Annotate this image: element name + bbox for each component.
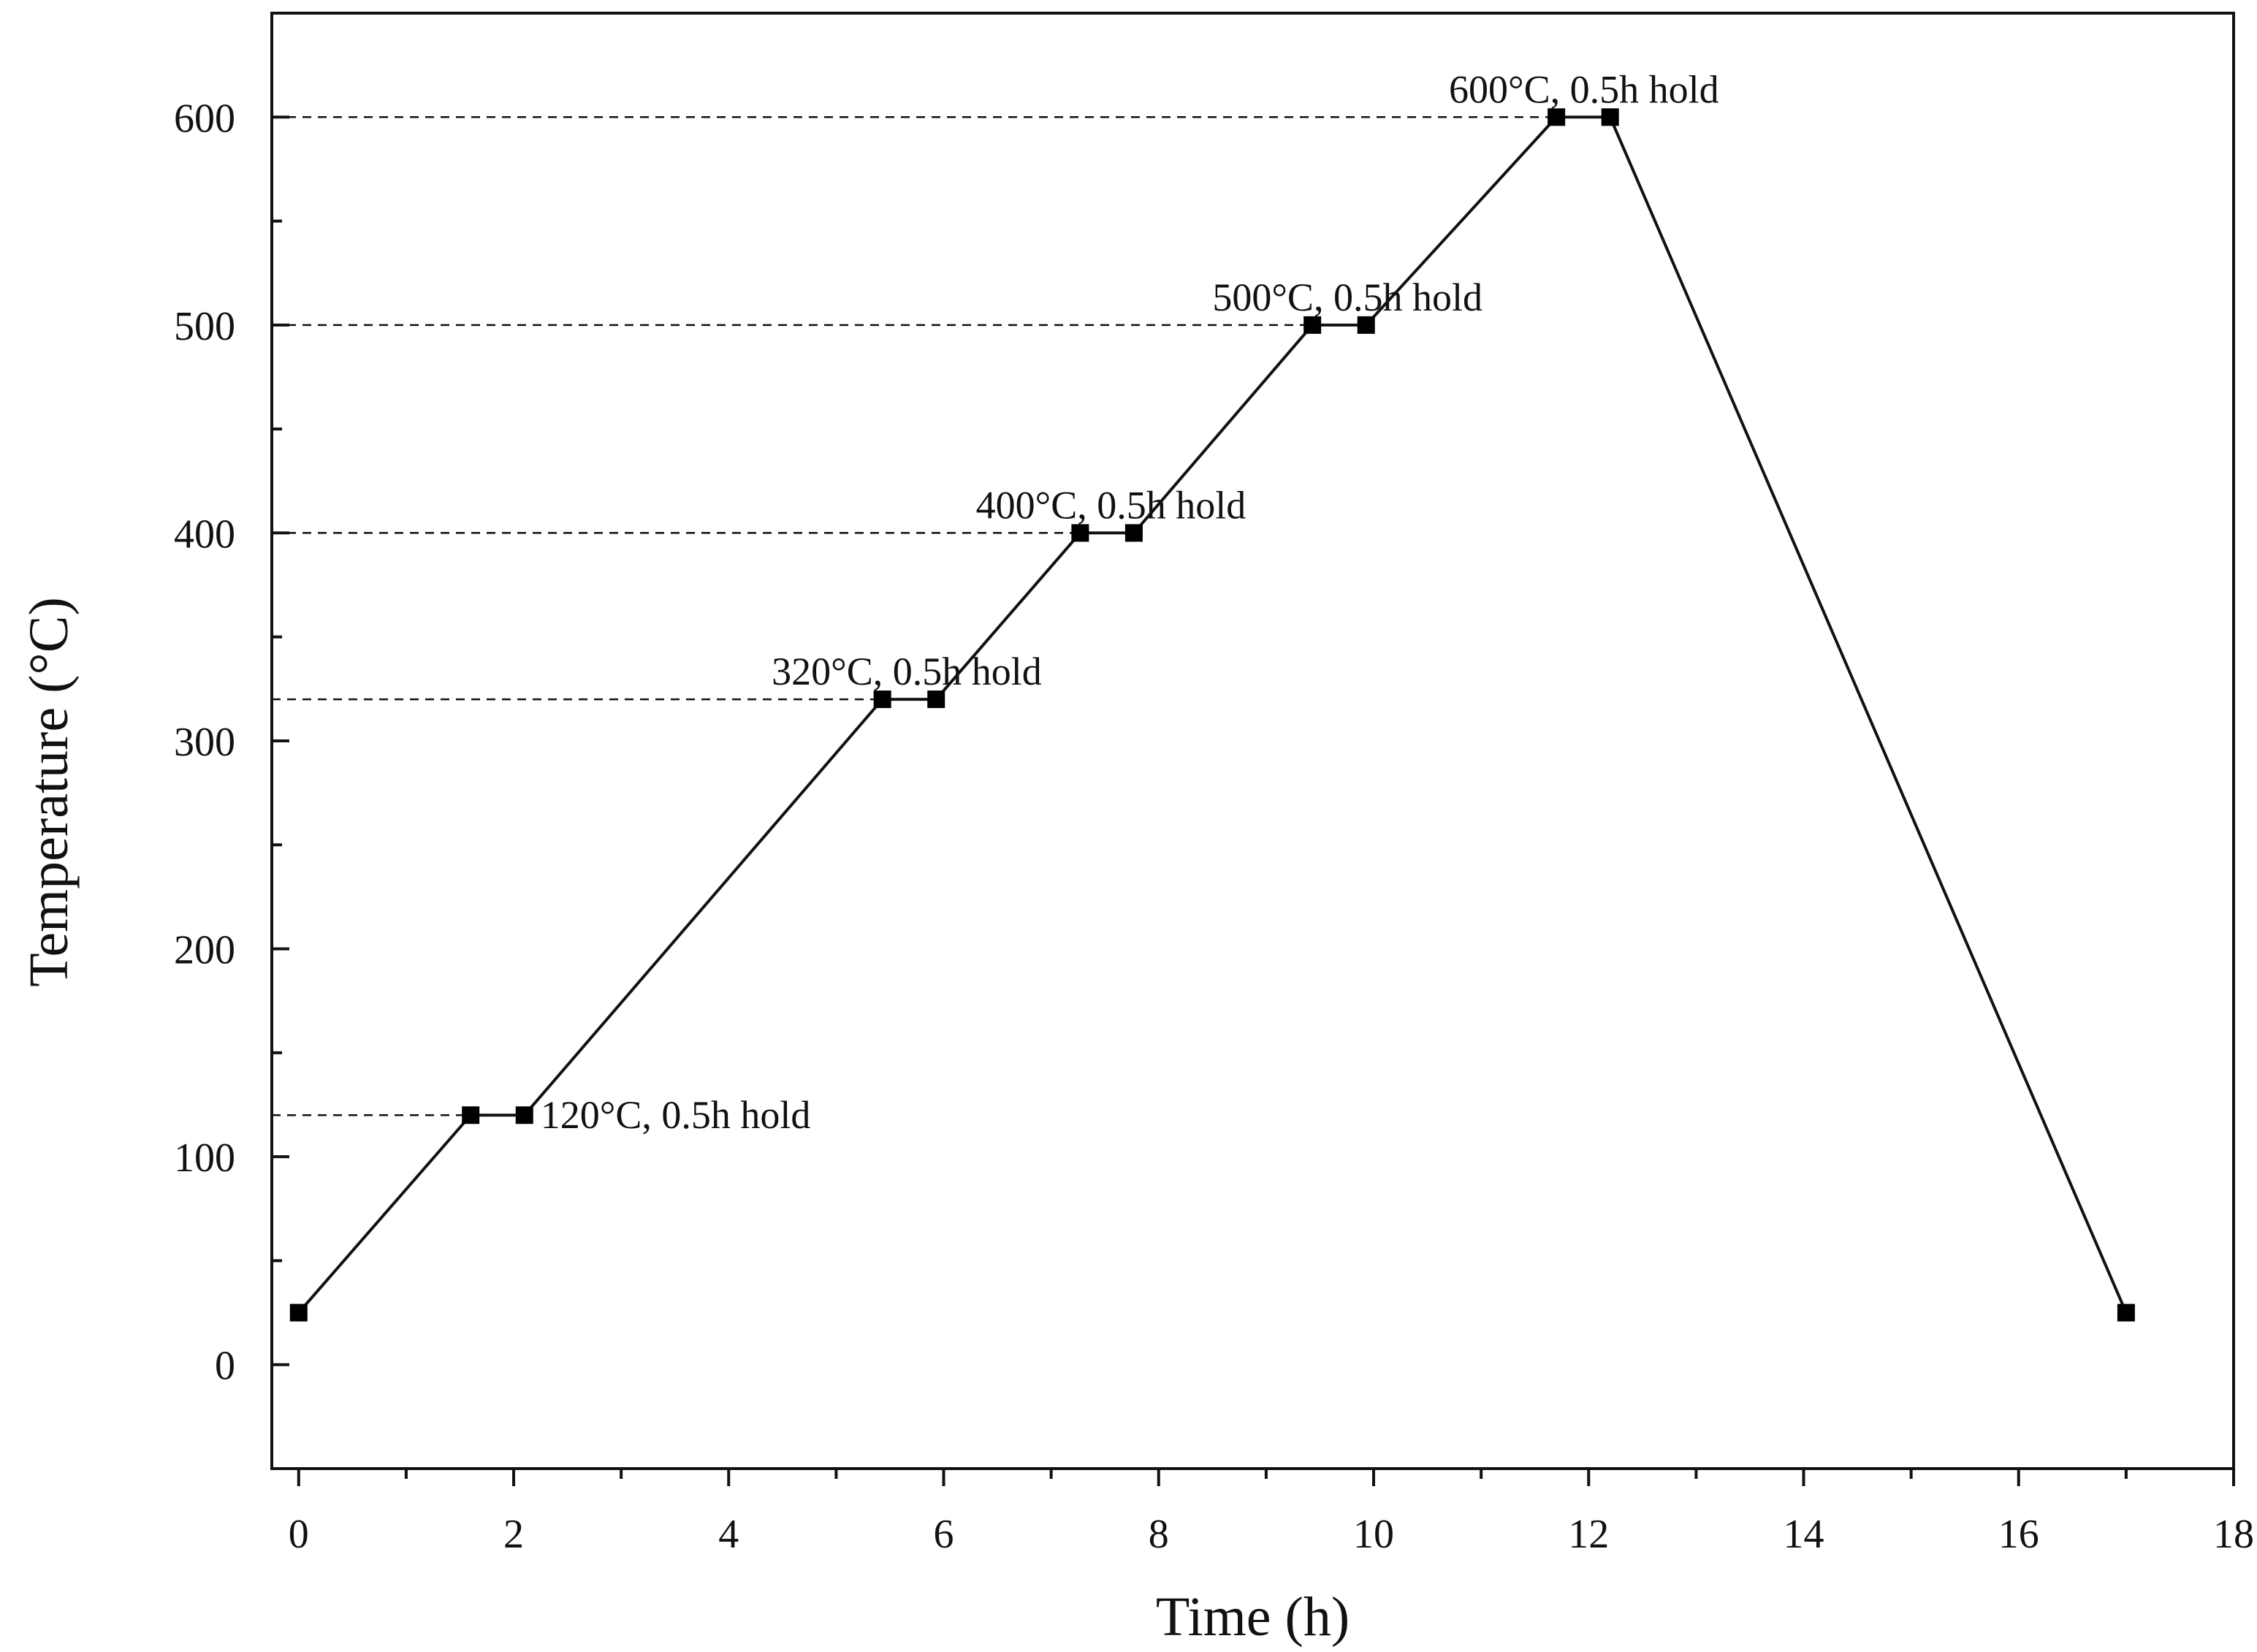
data-point bbox=[515, 1106, 533, 1124]
data-point bbox=[2117, 1303, 2135, 1322]
data-point bbox=[1548, 108, 1566, 126]
series-group bbox=[289, 108, 2135, 1322]
y-tick-label: 300 bbox=[174, 720, 235, 765]
y-axis-title: Temperature (°C) bbox=[18, 597, 80, 987]
x-axis: 0 2 4 6 8 10 12 14 16 18 bbox=[289, 1469, 2254, 1557]
annotation-label: 600°C, 0.5h hold bbox=[1449, 67, 1719, 111]
data-point bbox=[1303, 316, 1322, 334]
x-tick-label: 4 bbox=[718, 1512, 739, 1557]
annotation-label: 500°C, 0.5h hold bbox=[1212, 275, 1483, 319]
y-tick-label: 100 bbox=[174, 1135, 235, 1181]
x-tick-label: 14 bbox=[1784, 1512, 1824, 1557]
reference-lines bbox=[272, 116, 1557, 1116]
series-line bbox=[297, 115, 2128, 1314]
x-tick-label: 2 bbox=[503, 1512, 524, 1557]
y-tick-label: 200 bbox=[174, 928, 235, 973]
data-point bbox=[289, 1303, 308, 1322]
y-tick-label: 500 bbox=[174, 304, 235, 349]
data-point bbox=[1124, 524, 1143, 542]
annotation-label: 400°C, 0.5h hold bbox=[976, 483, 1247, 527]
data-point bbox=[873, 690, 891, 709]
x-axis-title: Time (h) bbox=[1156, 1586, 1350, 1648]
plot-frame bbox=[270, 12, 2235, 1470]
data-point bbox=[1357, 316, 1375, 334]
data-point bbox=[1601, 108, 1619, 126]
x-tick-label: 12 bbox=[1568, 1512, 1609, 1557]
y-axis: 0 100 200 300 400 500 600 bbox=[174, 12, 289, 1470]
x-tick-label: 18 bbox=[2213, 1512, 2254, 1557]
plot-border bbox=[270, 12, 2235, 1470]
y-tick-label: 600 bbox=[174, 96, 235, 141]
data-point bbox=[462, 1106, 480, 1124]
x-tick-label: 6 bbox=[934, 1512, 954, 1557]
x-tick-label: 8 bbox=[1149, 1512, 1169, 1557]
x-tick-label: 0 bbox=[289, 1512, 309, 1557]
data-point bbox=[1071, 524, 1089, 542]
data-point bbox=[927, 690, 945, 709]
x-tick-label: 16 bbox=[1998, 1512, 2039, 1557]
y-tick-label: 400 bbox=[174, 511, 235, 557]
x-tick-label: 10 bbox=[1353, 1512, 1394, 1557]
annotation-label: 320°C, 0.5h hold bbox=[772, 650, 1042, 693]
annotation-group: 120°C, 0.5h hold 320°C, 0.5h hold 400°C, 0… bbox=[541, 67, 1719, 1137]
annotation-label: 120°C, 0.5h hold bbox=[541, 1093, 811, 1137]
y-tick-label: 0 bbox=[215, 1344, 235, 1389]
